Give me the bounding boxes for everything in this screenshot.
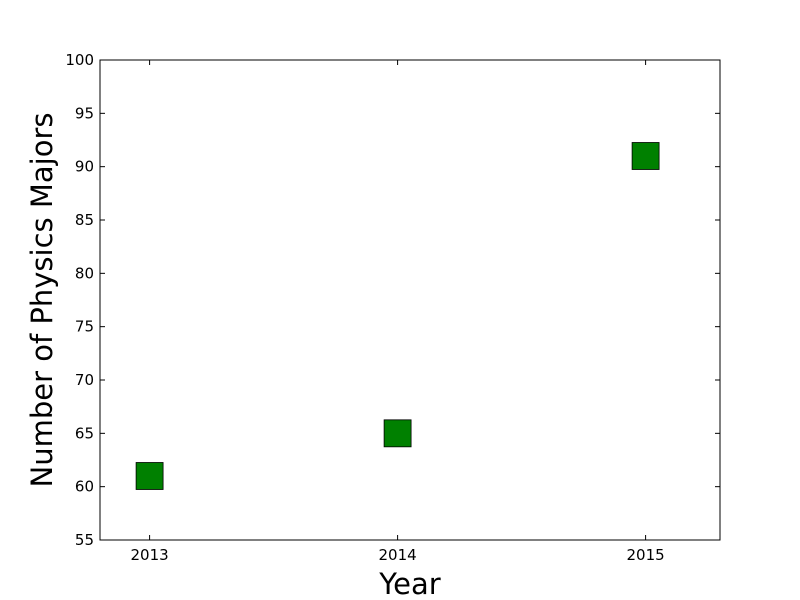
y-tick-label: 60 [75, 478, 94, 496]
y-tick-label: 70 [75, 371, 94, 389]
x-tick-label: 2014 [379, 546, 417, 564]
y-axis-title: Number of Physics Majors [25, 113, 59, 488]
plot-area [99, 59, 721, 541]
x-tick-label: 2015 [627, 546, 665, 564]
y-tick-label: 65 [75, 424, 94, 442]
y-tick-label: 95 [75, 104, 94, 122]
data-point [135, 462, 164, 490]
x-tick-label: 2013 [131, 546, 169, 564]
y-tick-label: 75 [75, 318, 94, 336]
x-axis-title: Year [378, 567, 440, 600]
data-point [631, 142, 660, 170]
y-tick-label: 100 [65, 51, 94, 69]
y-tick-label: 85 [75, 211, 94, 229]
data-point [383, 419, 412, 448]
y-tick-label: 90 [75, 158, 94, 176]
data-points [135, 142, 660, 490]
x-axis-ticks: 2013 2014 2015 [131, 60, 665, 564]
y-tick-label: 80 [75, 264, 94, 282]
y-tick-label: 55 [75, 531, 94, 549]
y-axis-ticks: 55 60 65 70 75 80 85 90 95 100 [65, 51, 720, 549]
